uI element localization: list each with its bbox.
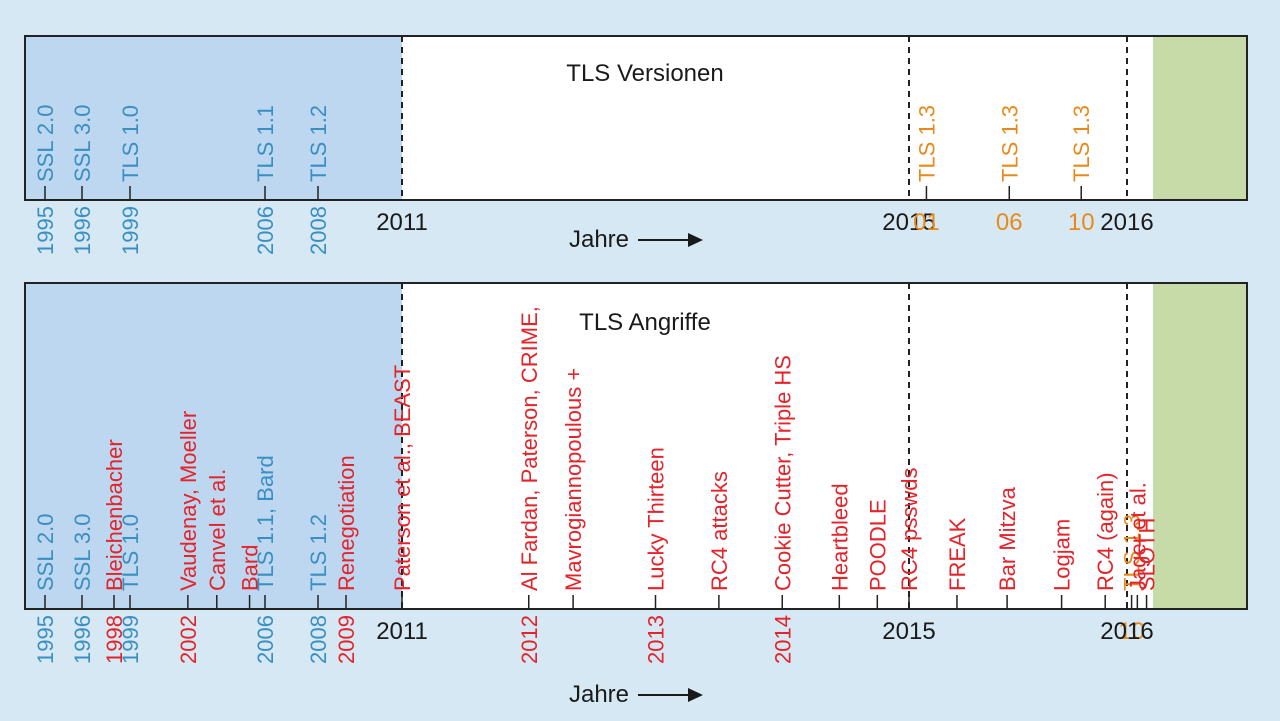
axis-tick-label: 2013 bbox=[644, 615, 669, 664]
event-label: Cookie Cutter, Triple HS bbox=[770, 355, 795, 591]
axis-tick-label: 1995 bbox=[33, 206, 58, 255]
event-label: RC4 psswds bbox=[897, 468, 922, 591]
event-label: SSL 2.0 bbox=[33, 514, 58, 591]
event-label: Paterson et al., BEAST bbox=[390, 365, 415, 591]
axis-tick-label: 2014 bbox=[770, 615, 795, 664]
event-label: SSL 3.0 bbox=[70, 514, 95, 591]
event-label: Bard bbox=[238, 545, 263, 591]
event-label: Canvel et al. bbox=[205, 469, 230, 591]
event-label: Mavrogiannopoulous + bbox=[561, 368, 586, 591]
future-band bbox=[1153, 284, 1246, 608]
axis-tick-label: 2011 bbox=[376, 209, 428, 236]
panel-title: TLS Angriffe bbox=[579, 309, 711, 336]
axis-tick-label: 1996 bbox=[70, 615, 95, 664]
arrow-right-icon bbox=[688, 233, 703, 247]
axis-tick-label: 1996 bbox=[70, 206, 95, 255]
event-label: Logjam bbox=[1050, 519, 1075, 591]
axis-label: Jahre bbox=[569, 681, 629, 708]
event-label: Heartbleed bbox=[827, 483, 852, 591]
axis-tick-label: 2006 bbox=[253, 615, 278, 664]
axis-tick-label: 2002 bbox=[176, 615, 201, 664]
event-label: TLS 1.3 bbox=[914, 105, 939, 182]
event-label: Bleichenbacher bbox=[102, 439, 127, 591]
event-label: TLS 1.1, Bard bbox=[253, 455, 278, 591]
event-label: Bar Mitzva bbox=[995, 486, 1020, 591]
event-label: TLS 1.3 bbox=[1120, 514, 1145, 591]
axis-label: Jahre bbox=[569, 226, 629, 253]
axis-tick-label: 2009 bbox=[334, 615, 359, 664]
axis-tick-label: 1995 bbox=[33, 615, 58, 664]
tls-versions-panel: TLS Versionen SSL 2.0 SSL 3.0 TLS 1.0 TLS 1… bbox=[24, 35, 1248, 255]
axis-tick-label: 10 bbox=[1118, 618, 1145, 645]
axis-tick-label: 2015 bbox=[882, 618, 935, 645]
axis-caption: Jahre bbox=[569, 681, 703, 708]
axis-tick-label: 2011 bbox=[376, 618, 428, 645]
event-label: TLS 1.3 bbox=[997, 105, 1022, 182]
event-label: RC4 (again) bbox=[1093, 472, 1118, 591]
axis-tick-label: 2008 bbox=[306, 206, 331, 255]
event-label: POODLE bbox=[865, 499, 890, 591]
axis-tick-label: 2016 bbox=[1100, 618, 1153, 645]
event-label: Renegotiation bbox=[334, 455, 359, 591]
axis-tick-label: 1999 bbox=[118, 206, 143, 255]
event-label: Al Fardan, Paterson, CRIME, bbox=[517, 306, 542, 591]
axis-caption: Jahre bbox=[569, 226, 703, 253]
event-label: TLS 1.0 bbox=[118, 105, 143, 182]
event-label: SLOTH bbox=[1135, 518, 1160, 591]
past-band bbox=[26, 37, 402, 199]
event-label: TLS 1.2 bbox=[306, 105, 331, 182]
event-label: TLS 1.0 bbox=[118, 514, 143, 591]
axis-tick-label: 2015 bbox=[882, 209, 935, 236]
panel-title: TLS Versionen bbox=[566, 60, 723, 87]
event-label: Jager et al. bbox=[1125, 482, 1150, 591]
axis-tick-label: 1999 bbox=[118, 615, 143, 664]
event-label: TLS 1.3 bbox=[1069, 105, 1094, 182]
event-labels: SSL 2.0 SSL 3.0 TLS 1.0 TLS 1.1 TLS 1.2 TLS 1… bbox=[33, 105, 1094, 200]
axis-tick-label: 1998 bbox=[102, 615, 127, 664]
event-label: Vaudenay, Moeller bbox=[176, 411, 201, 591]
past-band bbox=[26, 284, 402, 608]
event-label: Lucky Thirteen bbox=[644, 447, 669, 591]
arrow-right-icon bbox=[688, 688, 703, 702]
axis-tick-label: 2016 bbox=[1100, 209, 1153, 236]
event-label: RC4 attacks bbox=[707, 471, 732, 591]
axis-tick-label: 2012 bbox=[517, 615, 542, 664]
event-label: SSL 2.0 bbox=[33, 105, 58, 182]
axis-tick-label: 06 bbox=[996, 209, 1023, 236]
tls-attacks-panel: TLS Angriffe SSL 2.0 SSL 3.0 Bleichenbache… bbox=[24, 282, 1248, 708]
axis-tick-label: 10 bbox=[1068, 209, 1095, 236]
event-label: FREAK bbox=[945, 517, 970, 591]
event-label: SSL 3.0 bbox=[70, 105, 95, 182]
axis-tick-label: 01 bbox=[913, 209, 940, 236]
axis-tick-label: 2008 bbox=[306, 615, 331, 664]
event-label: TLS 1.1 bbox=[253, 105, 278, 182]
future-band bbox=[1153, 37, 1246, 199]
event-label: TLS 1.2 bbox=[306, 514, 331, 591]
axis-tick-label: 2006 bbox=[253, 206, 278, 255]
